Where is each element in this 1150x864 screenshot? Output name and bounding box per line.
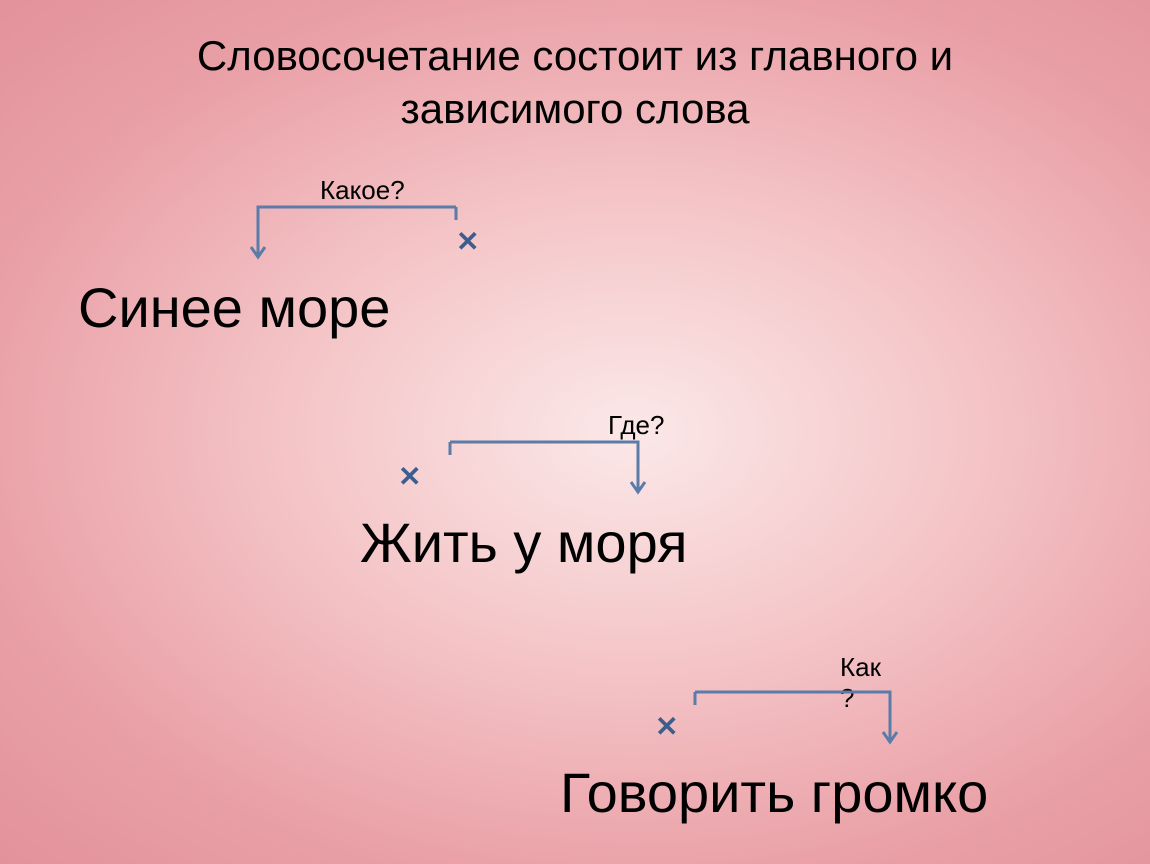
slide-title: Словосочетание состоит из главного и зав… xyxy=(0,30,1150,135)
cross-mark-2: ✕ xyxy=(398,460,421,493)
title-line-2: зависимого слова xyxy=(400,85,749,132)
phrase-text-1: Синее море xyxy=(78,275,390,340)
title-line-1: Словосочетание состоит из главного и xyxy=(197,32,953,79)
question-3-line-1: Как xyxy=(840,652,881,682)
phrase-group-1: Какое? ✕ Синее море xyxy=(78,275,390,340)
arrow-2 xyxy=(435,432,653,507)
arrow-3 xyxy=(680,682,905,757)
phrase-group-2: Где? ✕ Жить у моря xyxy=(360,510,687,575)
phrase-text-3: Говорить громко xyxy=(560,760,988,825)
phrase-group-3: Как ? ✕ Говорить громко xyxy=(560,760,988,825)
cross-mark-3: ✕ xyxy=(655,710,678,743)
phrase-text-2: Жить у моря xyxy=(360,510,687,575)
arrow-1 xyxy=(243,197,471,272)
